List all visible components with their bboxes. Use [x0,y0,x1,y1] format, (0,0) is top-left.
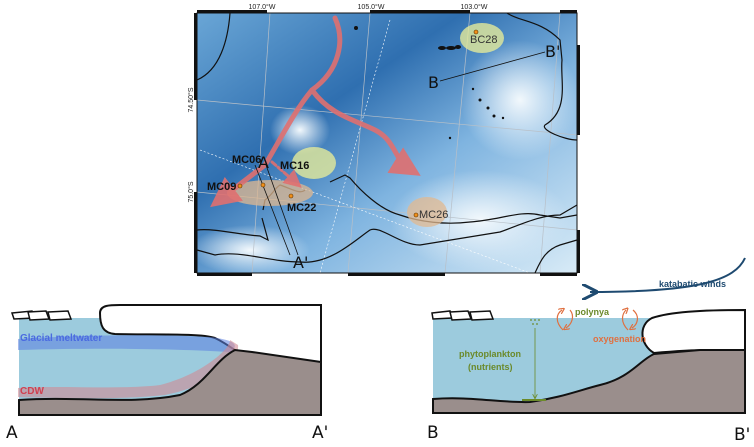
zone-mc26 [407,197,447,227]
map-label-a-prime: A' [293,253,308,272]
meltwater-label: Glacial meltwater [20,333,102,344]
lon-tick-107: 107.0°W [249,3,276,11]
cdw-label: CDW [20,386,44,397]
cdw-layer [18,340,239,399]
lat-tick-74-5: 74.50°S [187,87,195,112]
shelf-shallow [190,225,310,275]
nutrients-label: (nutrients) [468,362,513,372]
islands [354,26,505,140]
katabatic-winds-arrow [590,257,746,292]
map-label-b: B [428,73,439,92]
site-label-bc28: BC28 [470,34,498,46]
flow-arrow-east [309,87,421,176]
lat-tick-75: 75.0°S [187,181,195,202]
sea-ice-b [431,310,495,321]
lon-tick-105: 105.0°W [358,3,385,11]
label-a-prime: A' [312,423,328,443]
dashed-lines [199,19,531,274]
lon-tick-103: 103.0°W [461,3,488,11]
flow-arrows [210,15,421,208]
label-b-prime: B' [734,425,750,445]
sea-ice-a [10,310,73,321]
phytoplankton-dots [522,319,546,401]
site-label-mc16: MC16 [280,160,309,172]
section-line-a2 [265,164,299,256]
oxygen-arrows [556,310,638,331]
map-label-b-prime: B' [545,42,560,61]
bathymetry-map: 107.0°W 105.0°W 103.0°W 74.50°S 75.0°S B… [187,3,580,276]
oxygenation-label: oxygenation [593,334,646,344]
map-label-a: A [258,153,269,172]
seabed-b [432,349,746,414]
map-border-ticks [194,10,580,276]
site-label-mc22: MC22 [287,202,316,214]
site-label-mc06: MC06 [232,154,261,166]
section-line-a [254,164,291,256]
section-b-diagram: katabatic winds polynya oxygenation phyt… [427,257,750,445]
shelf-shallow [460,40,580,160]
ice-shelf-b [641,308,746,355]
meltwater-layer [18,335,235,352]
zone-mc16 [292,147,336,179]
polynya-label: polynya [575,307,610,317]
site-label-mc09: MC09 [207,181,236,193]
phytoplankton-label: phytoplankton [459,349,521,359]
label-a: A [6,423,18,443]
zone-bc28 [460,23,504,53]
site-label-mc26: MC26 [419,209,448,221]
section-a-diagram: Glacial meltwater CDW A A' [6,304,328,443]
flow-arrow-mc22 [270,160,302,188]
section-line-b [439,51,546,82]
label-b: B [427,423,439,443]
site-markers [237,29,479,218]
katabatic-winds-label: katabatic winds [659,279,726,289]
seabed-a [18,348,322,416]
shelf-shallow [270,105,330,155]
